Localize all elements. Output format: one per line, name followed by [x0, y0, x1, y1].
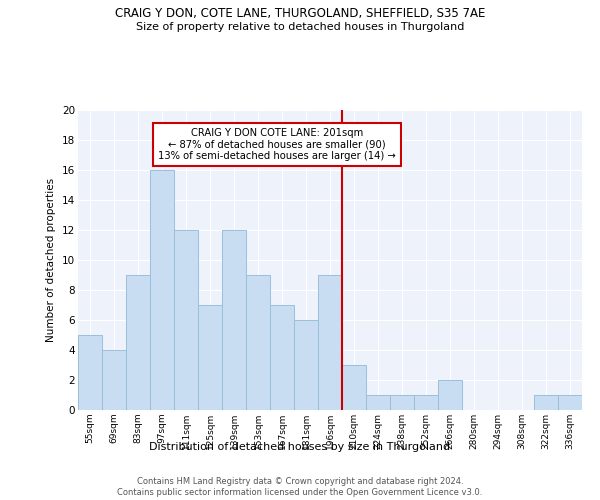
Bar — [222, 230, 246, 410]
Bar — [126, 275, 150, 410]
Bar — [558, 395, 582, 410]
Bar — [198, 305, 222, 410]
Bar — [318, 275, 342, 410]
Text: CRAIG Y DON, COTE LANE, THURGOLAND, SHEFFIELD, S35 7AE: CRAIG Y DON, COTE LANE, THURGOLAND, SHEF… — [115, 8, 485, 20]
Text: Distribution of detached houses by size in Thurgoland: Distribution of detached houses by size … — [149, 442, 451, 452]
Text: Contains HM Land Registry data © Crown copyright and database right 2024.
Contai: Contains HM Land Registry data © Crown c… — [118, 478, 482, 497]
Bar — [102, 350, 126, 410]
Bar — [390, 395, 414, 410]
Y-axis label: Number of detached properties: Number of detached properties — [46, 178, 56, 342]
Bar — [366, 395, 390, 410]
Bar — [78, 335, 102, 410]
Bar — [150, 170, 174, 410]
Bar — [534, 395, 558, 410]
Text: Size of property relative to detached houses in Thurgoland: Size of property relative to detached ho… — [136, 22, 464, 32]
Bar — [270, 305, 294, 410]
Bar — [438, 380, 462, 410]
Bar — [174, 230, 198, 410]
Bar — [246, 275, 270, 410]
Bar — [342, 365, 366, 410]
Bar — [414, 395, 438, 410]
Text: CRAIG Y DON COTE LANE: 201sqm
← 87% of detached houses are smaller (90)
13% of s: CRAIG Y DON COTE LANE: 201sqm ← 87% of d… — [158, 128, 396, 161]
Bar — [294, 320, 318, 410]
